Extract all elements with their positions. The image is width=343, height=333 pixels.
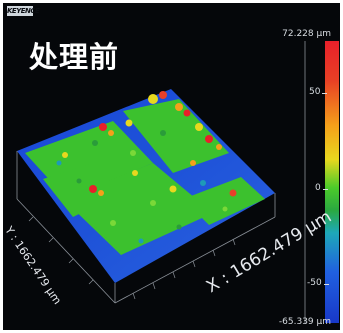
plot-axes-box: [16, 41, 306, 323]
axis-ticks: [28, 216, 236, 300]
scale-max-label: 72.228 μm: [282, 29, 331, 39]
3d-surface-viewport: KEYENCE 处理前 72.228 μm 50 0 -50 -65.339 μ…: [3, 3, 340, 330]
surface-peaks: [62, 91, 237, 197]
surface-green-regions: [25, 99, 265, 255]
scale-tick-50: 50: [309, 87, 329, 97]
brand-logo: KEYENCE: [7, 6, 40, 16]
scale-tick-0: 0: [315, 183, 328, 193]
surface-speckles: [56, 130, 228, 244]
image-title: 处理前: [29, 40, 120, 74]
scale-tick-minus-50: -50: [307, 278, 329, 288]
scale-min-label: -65.339 μm: [278, 317, 331, 327]
height-colorbar: [325, 41, 339, 323]
3d-surface-plot: [16, 41, 306, 323]
